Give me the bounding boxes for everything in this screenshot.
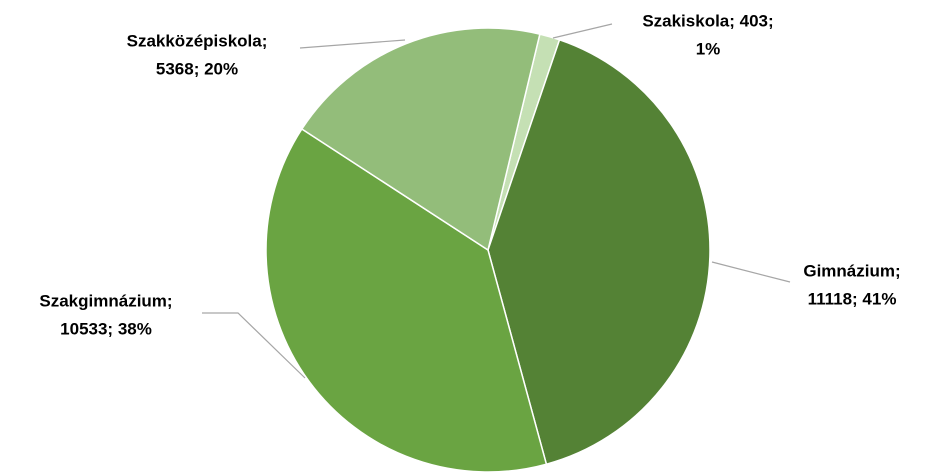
- leader-line: [711, 261, 791, 283]
- data-label: 10533; 38%: [60, 319, 152, 338]
- data-label: Szakiskola; 403;: [642, 11, 773, 30]
- leader-line: [299, 39, 406, 49]
- data-label: Gimnázium;: [803, 261, 900, 280]
- data-label: 11118; 41%: [808, 289, 897, 308]
- data-label: Szakközépiskola;: [127, 31, 268, 50]
- pie-slice: [487, 38, 711, 466]
- leader-line: [552, 23, 613, 39]
- pie-slice: [300, 27, 541, 252]
- data-label: 1%: [696, 39, 721, 58]
- data-label: Szakgimnázium;: [39, 291, 172, 310]
- data-label: 5368; 20%: [156, 59, 238, 78]
- pie: [265, 27, 711, 472]
- leader-line: [202, 312, 306, 379]
